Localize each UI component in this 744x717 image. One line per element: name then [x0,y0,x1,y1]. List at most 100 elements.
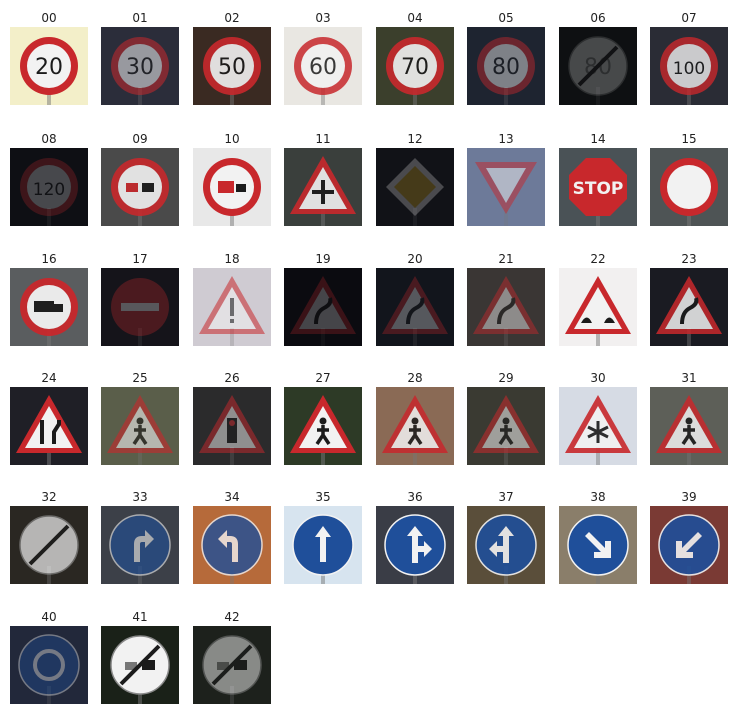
class-id-label: 29 [498,371,514,385]
road-sign-27 [290,395,356,453]
class-id-label: 19 [315,252,331,266]
class-id-label: 18 [224,252,240,266]
svg-text:80: 80 [584,55,612,80]
road-sign-03: 60 [294,37,352,95]
class-id-label: 37 [498,490,514,504]
speed-limit-label: 50 [218,55,246,80]
sign-thumbnail [467,387,545,465]
road-sign-23 [656,276,722,334]
sign-thumbnail [193,387,271,465]
class-id-label: 09 [132,132,148,146]
tile-background [467,268,545,346]
sign-thumbnail [650,387,728,465]
sign-thumbnail: 50 [193,27,271,105]
road-sign-29 [473,395,539,453]
road-sign-04: 70 [386,37,444,95]
sign-thumbnail [559,268,637,346]
tile-background [376,148,454,226]
class-id-label: 35 [315,490,331,504]
road-sign-38 [567,514,629,576]
sign-thumbnail [284,268,362,346]
class-id-label: 39 [681,490,697,504]
road-sign-35 [292,514,354,576]
sign-thumbnail: 100 [650,27,728,105]
road-sign-18 [199,276,265,334]
sign-thumbnail: 80 [559,27,637,105]
sign-thumbnail [559,506,637,584]
tile-background [467,27,545,105]
tile-background [10,148,88,226]
class-id-label: 10 [224,132,240,146]
road-sign-42 [202,635,262,695]
sign-thumbnail [193,148,271,226]
road-sign-13 [475,162,537,214]
road-sign-11 [290,156,356,214]
sign-thumbnail: 80 [467,27,545,105]
sign-thumbnail [376,268,454,346]
road-sign-33 [109,514,171,576]
class-id-label: 03 [315,11,331,25]
road-sign-00: 20 [20,37,78,95]
class-id-label: 30 [590,371,606,385]
sign-thumbnail: 20 [10,27,88,105]
sign-thumbnail [101,148,179,226]
class-id-label: 23 [681,252,697,266]
road-sign-20 [382,276,448,334]
road-sign-06: 80 [568,36,628,96]
road-sign-40 [18,634,80,696]
class-id-label: 34 [224,490,240,504]
sign-thumbnail [193,626,271,704]
sign-thumbnail [10,506,88,584]
class-id-label: 08 [41,132,57,146]
sign-thumbnail [101,268,179,346]
class-id-label: 12 [407,132,423,146]
sign-thumbnail: 70 [376,27,454,105]
sign-thumbnail [284,506,362,584]
class-id-label: 36 [407,490,423,504]
sign-thumbnail [376,387,454,465]
road-sign-32 [19,515,79,575]
road-sign-09 [111,158,169,216]
speed-limit-label: 70 [401,55,429,80]
road-sign-02: 50 [203,37,261,95]
tile-background [559,27,637,105]
class-id-label: 15 [681,132,697,146]
tile-background [101,268,179,346]
road-sign-15 [660,158,718,216]
road-sign-36 [384,514,446,576]
speed-limit-label: 60 [309,55,337,80]
road-sign-10 [203,158,261,216]
class-id-label: 22 [590,252,606,266]
sign-thumbnail [10,387,88,465]
class-id-label: 21 [498,252,514,266]
sign-thumbnail [101,387,179,465]
class-id-label: 25 [132,371,148,385]
tile-background [376,268,454,346]
class-id-label: 28 [407,371,423,385]
class-id-label: 04 [407,11,423,25]
road-sign-25 [107,395,173,453]
class-id-label: 13 [498,132,514,146]
sign-thumbnail [650,268,728,346]
class-id-label: 24 [41,371,57,385]
class-id-label: 26 [224,371,240,385]
road-sign-26 [199,395,265,453]
speed-limit-label: 20 [35,55,63,80]
road-sign-24 [16,395,82,453]
speed-limit-label: 30 [126,55,154,80]
sign-thumbnail [376,148,454,226]
class-id-label: 42 [224,610,240,624]
sign-thumbnail [10,626,88,704]
class-id-label: 41 [132,610,148,624]
road-sign-08: 120 [20,158,78,216]
sign-thumbnail [10,268,88,346]
tile-background [10,626,88,704]
road-sign-31 [656,395,722,453]
road-sign-37 [475,514,537,576]
class-id-label: 40 [41,610,57,624]
sign-thumbnail [467,268,545,346]
road-sign-21 [473,276,539,334]
road-sign-16 [20,278,78,336]
sign-thumbnail [193,506,271,584]
road-sign-14: STOP [569,158,627,216]
